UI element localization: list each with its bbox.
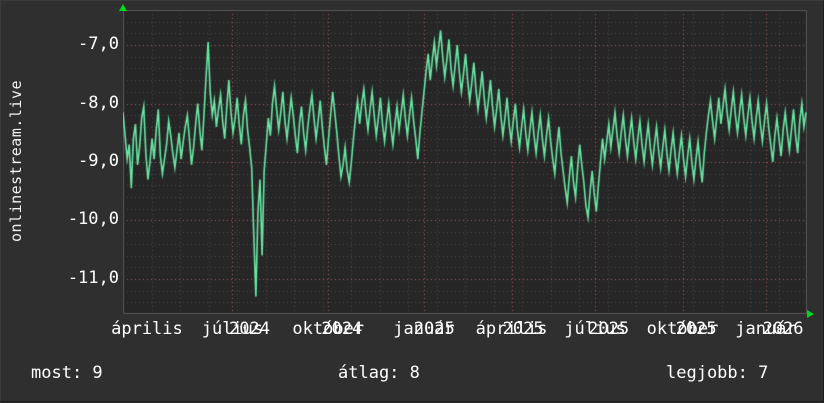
x-axis-tick-label: október	[292, 319, 365, 339]
x-axis-tick-label: április	[111, 319, 183, 339]
legend-average: átlag: 8	[338, 363, 420, 383]
x-axis-tick-label: január	[393, 319, 455, 339]
x-axis-tick-label: október	[646, 319, 719, 339]
x-axis-tick-label: 2024	[321, 319, 363, 339]
x-axis-tick-label: július	[201, 319, 264, 339]
x-axis-tick-label: 2025	[588, 319, 630, 339]
x-axis-tick-label: július	[564, 319, 626, 339]
y-axis-tick-labels: -7,0 -8,0 -9,0 -10,0 -11,0	[1, 1, 119, 403]
x-axis-tick-label: április	[475, 319, 548, 339]
y-axis-tick-label: -11,0	[67, 267, 119, 288]
x-axis-tick-label: 2024	[229, 319, 271, 339]
plot-area	[123, 10, 807, 314]
legend-current: most: 9	[31, 363, 103, 383]
x-axis-tick-label: január	[735, 319, 797, 339]
y-axis-tick-label: -8,0	[78, 92, 119, 113]
y-axis-tick-label: -7,0	[78, 34, 119, 55]
x-axis-tick-label: 2025	[675, 319, 717, 339]
x-axis-tick-label: 2025	[413, 319, 455, 339]
legend: most: 9 átlag: 8 legjobb: 7	[1, 363, 824, 393]
chart-canvas	[123, 10, 807, 314]
x-axis-tick-label: 2025	[502, 319, 544, 339]
x-axis-tick-label: 2026	[762, 319, 804, 339]
x-axis-arrow-icon	[807, 310, 814, 318]
legend-best: legjobb: 7	[666, 363, 769, 383]
x-axis-tick-labels: április július 2024 október 2024 január 2025 áp…	[1, 319, 824, 343]
y-axis-tick-label: -9,0	[78, 151, 119, 171]
y-axis-tick-label: -10,0	[67, 209, 119, 230]
y-axis-arrow-icon	[119, 4, 127, 11]
